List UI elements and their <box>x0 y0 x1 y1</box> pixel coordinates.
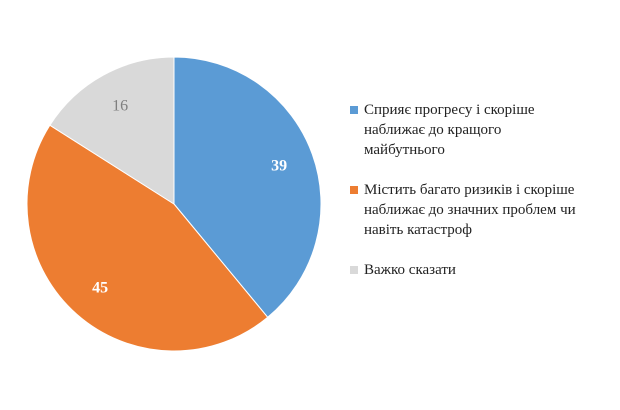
legend-swatch-progress <box>350 106 358 114</box>
legend-label-progress: Сприяє прогресу і скоріше наближає до кр… <box>364 102 535 158</box>
legend-label-hard-to-say: Важко сказати <box>364 262 456 278</box>
legend: Сприяє прогресу і скоріше наближає до кр… <box>350 100 610 300</box>
legend-item-risks: Містить багато ризиків і скоріше наближа… <box>350 180 610 240</box>
data-label-risks: 45 <box>92 279 108 296</box>
pie-slice-risks <box>26 124 269 352</box>
legend-item-progress: Сприяє прогресу і скоріше наближає до кр… <box>350 100 610 160</box>
legend-swatch-risks <box>350 186 358 194</box>
legend-swatch-hard-to-say <box>350 266 358 274</box>
pie-slice-hard-to-say <box>49 56 175 205</box>
pie-slice-progress <box>173 56 322 318</box>
legend-label-risks: Містить багато ризиків і скоріше наближа… <box>364 182 576 238</box>
data-label-hard-to-say: 16 <box>112 98 128 115</box>
data-label-progress: 39 <box>271 158 287 175</box>
legend-item-hard-to-say: Важко сказати <box>350 260 610 280</box>
